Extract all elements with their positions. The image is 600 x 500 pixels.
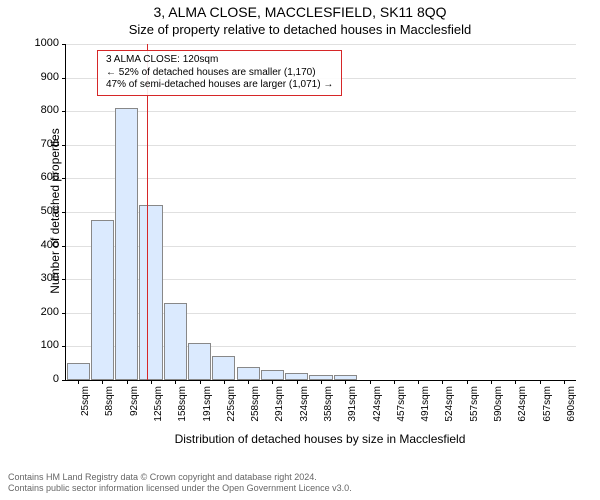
y-tick-label: 900 (23, 72, 59, 83)
histogram-bar (91, 220, 114, 380)
histogram-bar (261, 370, 284, 380)
annotation-line: ← 52% of detached houses are smaller (1,… (106, 67, 333, 80)
x-tick-label: 690sqm (566, 386, 577, 436)
x-tick-mark (127, 380, 128, 384)
gridline (66, 178, 576, 179)
page-title: 3, ALMA CLOSE, MACCLESFIELD, SK11 8QQ (0, 4, 600, 20)
x-tick-mark (491, 380, 492, 384)
x-tick-label: 158sqm (177, 386, 188, 436)
x-tick-mark (370, 380, 371, 384)
x-tick-label: 524sqm (444, 386, 455, 436)
y-tick-label: 700 (23, 139, 59, 150)
y-tick-label: 300 (23, 273, 59, 284)
y-tick-label: 800 (23, 105, 59, 116)
y-tick-mark (62, 313, 66, 314)
x-tick-mark (467, 380, 468, 384)
x-tick-label: 225sqm (226, 386, 237, 436)
annotation-line: 3 ALMA CLOSE: 120sqm (106, 54, 333, 67)
x-tick-mark (442, 380, 443, 384)
x-tick-label: 657sqm (542, 386, 553, 436)
histogram-bar (67, 363, 90, 380)
x-tick-label: 590sqm (493, 386, 504, 436)
x-tick-mark (394, 380, 395, 384)
attribution-line: Contains HM Land Registry data © Crown c… (8, 472, 352, 483)
y-tick-mark (62, 246, 66, 247)
y-tick-label: 0 (23, 374, 59, 385)
y-tick-mark (62, 145, 66, 146)
gridline (66, 145, 576, 146)
annotation-line: 47% of semi-detached houses are larger (… (106, 79, 333, 92)
x-tick-mark (540, 380, 541, 384)
histogram-bar (285, 373, 308, 380)
x-tick-mark (200, 380, 201, 384)
y-tick-mark (62, 279, 66, 280)
y-tick-mark (62, 178, 66, 179)
x-tick-label: 557sqm (469, 386, 480, 436)
gridline (66, 44, 576, 45)
x-tick-mark (515, 380, 516, 384)
x-tick-mark (321, 380, 322, 384)
attribution-text: Contains HM Land Registry data © Crown c… (8, 472, 352, 495)
y-tick-mark (62, 346, 66, 347)
histogram-bar (188, 343, 211, 380)
y-tick-mark (62, 44, 66, 45)
histogram-bar (237, 367, 260, 380)
histogram-bar (164, 303, 187, 380)
histogram-bar (139, 205, 162, 380)
histogram-bar (115, 108, 138, 380)
x-tick-label: 291sqm (274, 386, 285, 436)
chart-title: Size of property relative to detached ho… (0, 22, 600, 37)
x-tick-mark (418, 380, 419, 384)
x-tick-label: 92sqm (129, 386, 140, 436)
x-tick-mark (102, 380, 103, 384)
y-tick-label: 500 (23, 206, 59, 217)
x-tick-mark (248, 380, 249, 384)
x-tick-label: 258sqm (250, 386, 261, 436)
y-tick-label: 600 (23, 172, 59, 183)
y-tick-mark (62, 78, 66, 79)
histogram-bar (212, 356, 235, 380)
gridline (66, 111, 576, 112)
x-tick-label: 191sqm (202, 386, 213, 436)
x-tick-label: 58sqm (104, 386, 115, 436)
x-tick-label: 624sqm (517, 386, 528, 436)
x-tick-mark (564, 380, 565, 384)
y-tick-label: 400 (23, 240, 59, 251)
y-tick-label: 100 (23, 340, 59, 351)
attribution-line: Contains public sector information licen… (8, 483, 352, 494)
x-tick-label: 491sqm (420, 386, 431, 436)
x-tick-mark (151, 380, 152, 384)
y-tick-mark (62, 212, 66, 213)
x-tick-mark (175, 380, 176, 384)
y-tick-label: 200 (23, 307, 59, 318)
annotation-box: 3 ALMA CLOSE: 120sqm← 52% of detached ho… (97, 50, 342, 96)
x-tick-label: 358sqm (323, 386, 334, 436)
x-tick-mark (272, 380, 273, 384)
y-tick-mark (62, 111, 66, 112)
x-tick-label: 324sqm (299, 386, 310, 436)
x-tick-label: 125sqm (153, 386, 164, 436)
y-tick-mark (62, 380, 66, 381)
x-tick-mark (345, 380, 346, 384)
x-tick-label: 391sqm (347, 386, 358, 436)
x-tick-label: 25sqm (80, 386, 91, 436)
x-tick-label: 424sqm (372, 386, 383, 436)
y-tick-label: 1000 (23, 38, 59, 49)
x-tick-mark (297, 380, 298, 384)
x-tick-mark (224, 380, 225, 384)
x-tick-label: 457sqm (396, 386, 407, 436)
x-tick-mark (78, 380, 79, 384)
